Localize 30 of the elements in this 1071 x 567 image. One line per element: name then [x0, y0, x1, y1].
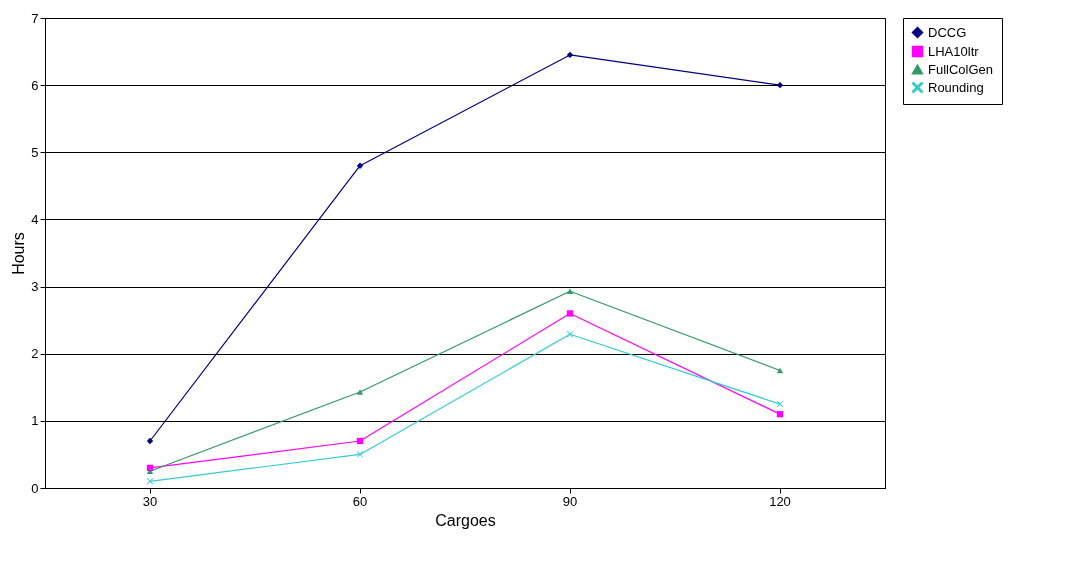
- y-tick-label: 2: [31, 346, 39, 362]
- y-tick-label: 6: [31, 77, 39, 93]
- x-axis-title: Cargoes: [435, 511, 496, 529]
- point: [776, 81, 784, 89]
- y-tick-label: 1: [31, 413, 39, 429]
- y-tick-label: 5: [31, 144, 39, 160]
- x-tick-label: 60: [352, 493, 368, 509]
- point: [356, 389, 364, 395]
- point: [146, 468, 154, 474]
- legend-label: LHA10ltr: [928, 43, 980, 59]
- point: [356, 451, 364, 458]
- point: [566, 288, 574, 295]
- y-tick-label: 4: [31, 211, 39, 227]
- point: [146, 437, 154, 445]
- point: [566, 310, 574, 317]
- point: [356, 162, 364, 169]
- x-tick-label: 120: [769, 493, 791, 509]
- point: [356, 437, 364, 445]
- y-tick-label: 3: [31, 279, 39, 295]
- legend-label: Rounding: [928, 79, 984, 95]
- y-tick-label: 7: [31, 10, 39, 26]
- x-tick-label: 90: [562, 493, 578, 509]
- y-axis-title: Hours: [10, 232, 28, 275]
- point: [566, 51, 574, 59]
- legend-label: DCCG: [928, 24, 967, 40]
- point: [776, 367, 784, 374]
- point: [776, 410, 784, 418]
- legend-label: FullColGen: [928, 61, 994, 77]
- x-tick-label: 30: [142, 493, 158, 509]
- y-tick-label: 0: [31, 480, 39, 496]
